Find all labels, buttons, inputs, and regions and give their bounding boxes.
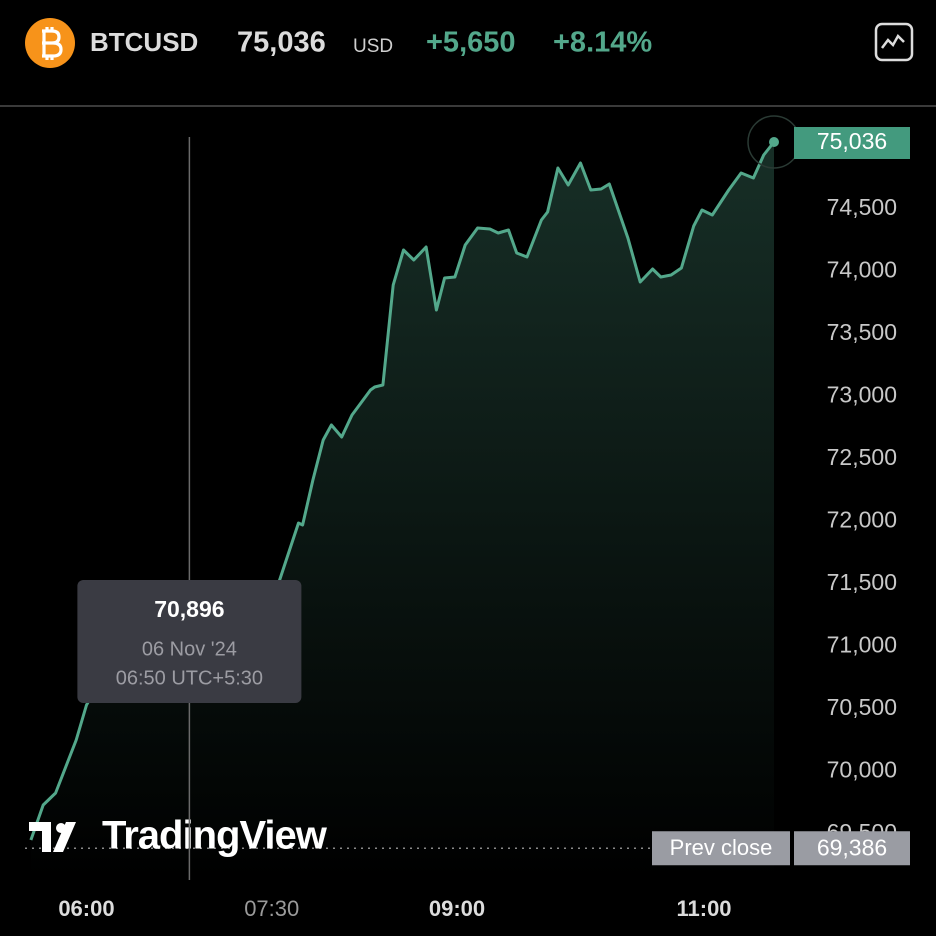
y-tick-label: 70,000 bbox=[827, 757, 897, 783]
tooltip-time: 06:50 UTC+5:30 bbox=[116, 667, 263, 689]
button-frame[interactable] bbox=[874, 22, 914, 62]
last-point bbox=[769, 137, 780, 147]
prev-close-value-box bbox=[794, 831, 910, 866]
watermark-text: TradingView bbox=[102, 814, 328, 858]
x-tick-label: 09:00 bbox=[429, 896, 485, 921]
price: 75,036 bbox=[237, 27, 326, 59]
y-tick-label: 72,000 bbox=[827, 507, 897, 533]
watermark-logo-dot bbox=[56, 823, 66, 833]
y-tick-label: 73,000 bbox=[827, 382, 897, 408]
plot: 69,50070,00070,50071,00071,50072,00072,5… bbox=[25, 115, 910, 921]
y-tick-label: 70,500 bbox=[827, 694, 897, 720]
bitcoin-glyph bbox=[42, 27, 63, 60]
y-tick-label: 71,500 bbox=[827, 569, 897, 595]
x-tick-label: 11:00 bbox=[676, 896, 731, 921]
last-price-box bbox=[794, 127, 910, 159]
y-tick-label: 73,500 bbox=[827, 319, 897, 345]
x-tick-label: 07:30 bbox=[244, 896, 299, 921]
y-tick-label: 74,500 bbox=[827, 194, 897, 220]
prev-close-name-box bbox=[652, 831, 790, 866]
header: BTCUSD 75,036 USD +5,650 +8.14% bbox=[0, 18, 936, 107]
tooltip-box bbox=[77, 580, 302, 703]
tooltip-date: 06 Nov '24 bbox=[142, 638, 237, 660]
currency: USD bbox=[353, 36, 393, 57]
tooltip-value: 70,896 bbox=[154, 596, 224, 622]
last-price-label: 75,036 bbox=[817, 128, 887, 154]
y-tick-label: 72,500 bbox=[827, 444, 897, 470]
symbol: BTCUSD bbox=[90, 27, 198, 57]
y-tick-label: 74,000 bbox=[827, 257, 897, 283]
change-pct: +8.14% bbox=[553, 27, 652, 59]
prev-close-name: Prev close bbox=[670, 835, 773, 860]
watermark: TradingView bbox=[29, 814, 329, 858]
change: +5,650 bbox=[426, 27, 516, 59]
x-tick-label: 06:00 bbox=[58, 896, 114, 921]
chart-type-button[interactable] bbox=[874, 22, 914, 62]
y-tick-label: 71,000 bbox=[827, 632, 897, 658]
prev-close-value: 69,386 bbox=[817, 834, 887, 860]
button-icon[interactable] bbox=[881, 33, 905, 49]
